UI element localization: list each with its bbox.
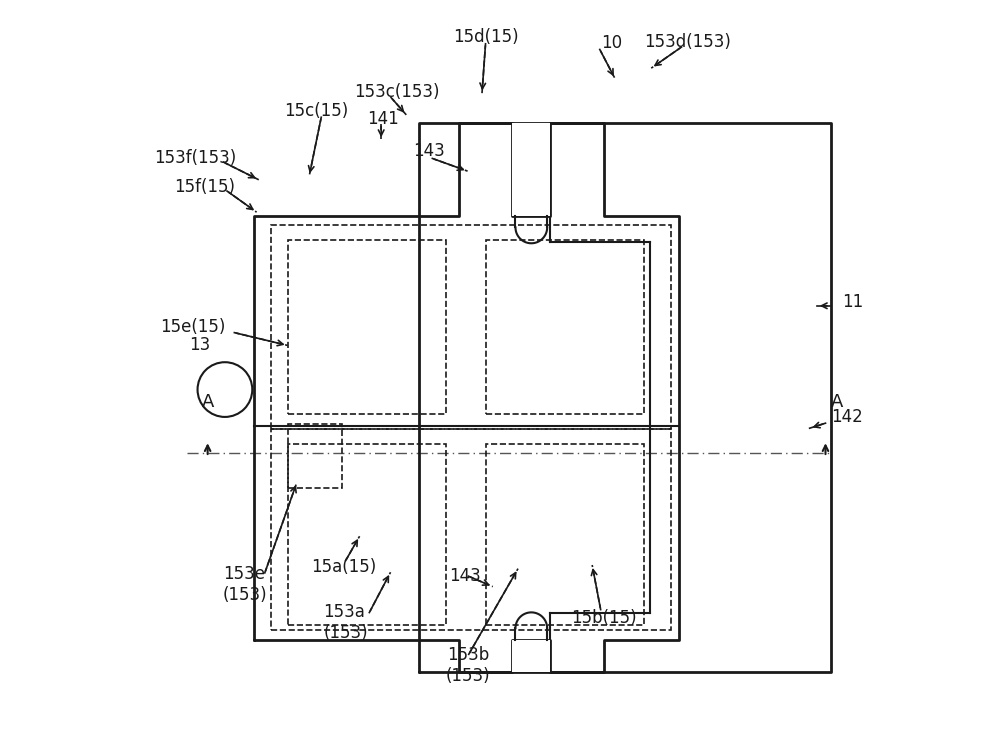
Text: 15b(15): 15b(15) — [572, 608, 637, 627]
Text: A: A — [202, 393, 215, 410]
Text: 15e(15): 15e(15) — [160, 319, 225, 336]
Text: 153d(153): 153d(153) — [644, 32, 731, 51]
Bar — [512, 640, 550, 672]
Text: 143: 143 — [414, 142, 445, 160]
Text: 13: 13 — [189, 336, 210, 355]
Text: 15d(15): 15d(15) — [453, 28, 518, 46]
Text: 15f(15): 15f(15) — [175, 178, 236, 196]
Text: 141: 141 — [367, 109, 399, 128]
Text: 10: 10 — [601, 34, 622, 52]
Text: 142: 142 — [831, 408, 863, 426]
Text: 15a(15): 15a(15) — [311, 558, 377, 576]
Text: 153b
(153): 153b (153) — [446, 647, 491, 686]
Text: 143: 143 — [450, 567, 481, 585]
Text: 15c(15): 15c(15) — [284, 101, 348, 120]
Text: 153f(153): 153f(153) — [154, 149, 237, 167]
Bar — [512, 123, 550, 216]
Text: 153e
(153): 153e (153) — [223, 565, 267, 604]
Text: 153a
(153): 153a (153) — [324, 603, 368, 642]
Text: A: A — [831, 393, 843, 410]
Text: 153c(153): 153c(153) — [355, 83, 440, 101]
Text: 11: 11 — [842, 293, 863, 311]
